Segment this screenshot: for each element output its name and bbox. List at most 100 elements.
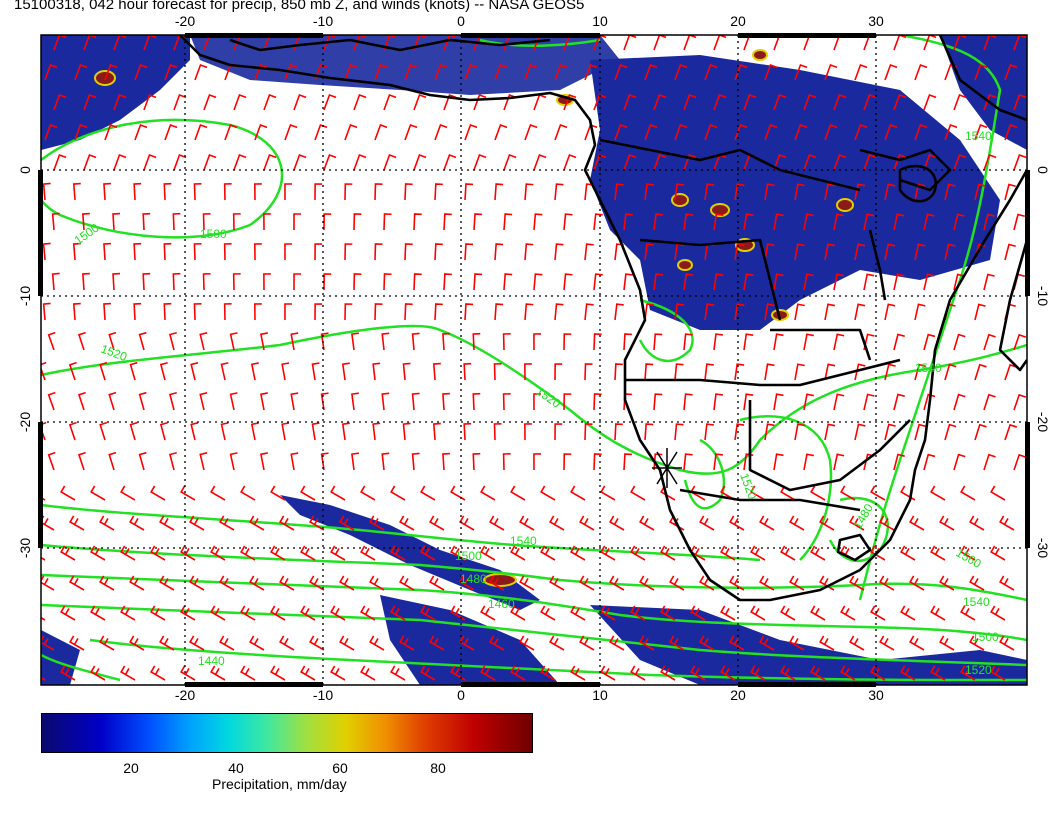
wind-barb — [960, 605, 976, 621]
wind-barb — [159, 421, 168, 441]
wind-barb — [399, 515, 415, 531]
wind-barb — [300, 665, 316, 681]
wind-barb — [434, 123, 448, 141]
border-line — [229, 38, 551, 52]
wind-barb — [404, 123, 418, 141]
wind-barb — [773, 273, 784, 291]
wind-barb — [473, 93, 487, 111]
wind-barb — [983, 333, 996, 351]
wind-barb — [259, 452, 268, 471]
wind-barb — [253, 303, 262, 321]
wind-barb — [81, 212, 90, 231]
wind-barb — [519, 515, 535, 531]
wind-barb — [219, 515, 235, 531]
wind-barb — [339, 575, 355, 591]
wind-barb — [172, 212, 181, 231]
wind-barb — [833, 93, 847, 111]
wind-barb — [824, 123, 838, 141]
wind-barb — [759, 635, 775, 651]
wind-barb — [863, 393, 875, 411]
wind-barb — [77, 391, 86, 411]
wind-barb — [134, 123, 148, 141]
wind-barb — [990, 545, 1006, 561]
wind-barb — [593, 213, 603, 231]
wind-barb — [750, 605, 766, 621]
wind-barb — [293, 213, 302, 231]
wind-barb — [773, 153, 787, 171]
wind-barb — [630, 665, 646, 681]
wind-barb — [863, 93, 877, 111]
wind-barb — [893, 93, 907, 111]
wind-barb — [609, 635, 625, 651]
wind-barb — [764, 243, 775, 261]
wind-barb — [353, 153, 367, 171]
wind-barb — [193, 302, 202, 321]
wind-barb — [344, 183, 353, 201]
lon-tick-label: 0 — [457, 687, 465, 700]
wind-barb — [720, 605, 736, 621]
wind-barb — [443, 35, 457, 51]
wind-barb — [502, 393, 511, 411]
wind-barb — [983, 153, 997, 171]
wind-barb — [614, 363, 623, 381]
wind-barb — [53, 153, 67, 171]
wind-barb — [503, 273, 513, 291]
precip-area-gulf — [190, 35, 620, 95]
wind-barb — [381, 332, 390, 351]
wind-barb — [593, 273, 603, 291]
wind-barb — [44, 123, 58, 141]
lon-ticks-top: -20 -10 0 10 20 30 — [175, 13, 884, 29]
wind-barb — [570, 485, 586, 501]
wind-barb — [794, 303, 805, 321]
wind-barb — [253, 243, 262, 261]
wind-barb — [464, 183, 474, 201]
wind-barb — [743, 333, 754, 351]
wind-barb — [983, 453, 996, 471]
wind-barb — [420, 545, 436, 561]
wind-barb — [893, 333, 905, 351]
wind-barb — [344, 63, 358, 81]
wind-barb — [323, 153, 337, 171]
wind-barb — [653, 153, 667, 171]
wind-barb — [83, 93, 97, 111]
frame-bar — [185, 682, 323, 687]
precip-area-central-africa — [590, 55, 1000, 330]
wind-barb — [224, 123, 238, 141]
wind-barb — [653, 393, 663, 411]
wind-barb — [129, 635, 145, 651]
wind-barb — [833, 153, 847, 171]
wind-barb — [833, 273, 845, 291]
wind-barb — [623, 93, 637, 111]
lat-tick-label: 0 — [1035, 166, 1051, 174]
colorbar-tick: 80 — [430, 760, 446, 776]
wind-barb — [404, 303, 413, 321]
wind-barb — [233, 153, 247, 171]
wind-barb — [494, 63, 508, 81]
wind-barb — [284, 63, 298, 81]
wind-barb — [434, 303, 443, 321]
wind-barb — [108, 451, 117, 471]
wind-barb — [789, 515, 805, 531]
wind-barb — [974, 183, 986, 201]
wind-barb — [138, 331, 147, 351]
wind-barb — [653, 93, 667, 111]
wind-barb — [849, 515, 865, 531]
wind-barb — [729, 575, 745, 591]
wind-barb — [69, 635, 85, 651]
wind-barb — [614, 423, 623, 441]
wind-barb — [639, 635, 655, 651]
wind-barb — [290, 392, 299, 411]
wind-barb — [773, 393, 784, 411]
wind-barb — [1013, 393, 1027, 411]
lat-tick-label: -20 — [1035, 412, 1051, 432]
wind-barb — [660, 605, 676, 621]
wind-barb — [683, 93, 697, 111]
wind-barb — [129, 575, 145, 591]
wind-barb — [884, 363, 896, 381]
wind-barb — [330, 485, 346, 501]
wind-barb — [494, 183, 504, 201]
wind-barb — [644, 243, 655, 261]
wind-barb — [429, 575, 445, 591]
wind-barb — [341, 362, 350, 381]
frame-bar — [738, 682, 876, 687]
